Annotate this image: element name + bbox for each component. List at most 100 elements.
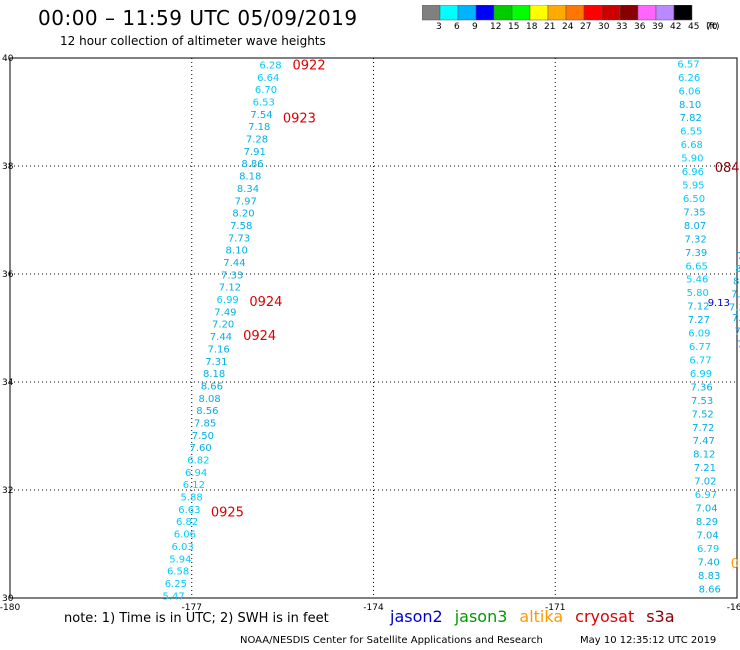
y-tick-label: 38 (2, 162, 14, 172)
wave-height-label: 6.96 (682, 167, 704, 178)
x-tick-label: -180 (0, 603, 20, 612)
wave-height-label: 8.56 (196, 406, 218, 417)
x-tick-label: -171 (545, 603, 565, 612)
legend-entry: cryosat (575, 607, 635, 626)
wave-height-label: 7.36 (690, 382, 712, 393)
wave-height-label: 7.91 (244, 147, 266, 158)
wave-height-label: 8.20 (232, 209, 254, 220)
wave-height-label: 6.58 (167, 567, 189, 578)
plot-frame (9, 57, 738, 599)
wave-height-label: 6.99 (217, 295, 239, 306)
footer-note: note: 1) Time is in UTC; 2) SWH is in fe… (64, 611, 329, 626)
pass-time-label: 0924 (243, 329, 276, 344)
wave-height-label: 6.82 (187, 456, 209, 467)
plot-area: -180-177-174-171-168-1653032343638406.28… (0, 54, 740, 612)
wave-height-label: 6.53 (253, 98, 275, 109)
color-scale-labels: 3 6 9 12 15 18 21 24 27 30 33 36 39 42 45 70 (ft) (422, 22, 740, 34)
wave-height-label: 7.50 (192, 431, 214, 442)
wave-height-label: 7.82 (680, 113, 702, 124)
wave-height-label: 6.26 (678, 73, 700, 84)
wave-height-label: 7.90 (737, 251, 740, 262)
color-scale-label: 6 (454, 22, 460, 32)
wave-height-label: 8.05 (733, 277, 740, 288)
color-scale-label: 36 (634, 22, 646, 32)
wave-height-label: 6.28 (259, 60, 281, 71)
wave-height-label: 7.44 (223, 258, 245, 269)
wave-height-label: 6.82 (176, 517, 198, 528)
color-scale-swatch (673, 5, 693, 21)
wave-height-label: 9.13 (708, 298, 730, 309)
wave-height-label: 7.31 (205, 357, 227, 368)
legend-entry: jason3 (454, 607, 508, 626)
color-scale-label: 21 (544, 22, 556, 32)
wave-height-label: 5.90 (681, 154, 703, 165)
wave-height-label: 6.55 (680, 127, 702, 138)
color-scale-label: 45 (688, 22, 700, 32)
color-scale-label: (ft) (706, 22, 720, 32)
color-scale-label: 3 (436, 22, 442, 32)
wave-height-label: 7.04 (696, 530, 718, 541)
wave-height-label: 6.94 (185, 468, 207, 479)
wave-height-label: 7.32 (684, 234, 706, 245)
color-scale-label: 39 (652, 22, 664, 32)
credit-text: NOAA/NESDIS Center for Satellite Applica… (240, 635, 543, 646)
wave-height-label: 7.21 (694, 463, 716, 474)
wave-height-label: 7.18 (248, 122, 270, 133)
wave-height-label: 6.09 (688, 329, 710, 340)
color-scale-label: 12 (490, 22, 502, 32)
legend-entry: s3a (646, 607, 675, 626)
x-tick-label: -174 (363, 603, 384, 612)
wave-height-label: 6.65 (686, 261, 708, 272)
pass-time-label: 0532 (731, 557, 740, 572)
color-scale-label: 33 (616, 22, 628, 32)
credit-timestamp: May 10 12:35:12 UTC 2019 (580, 635, 717, 646)
wave-height-label: 6.06 (678, 86, 700, 97)
wave-height-label: 6.77 (689, 342, 711, 353)
wave-height-label: 6.50 (683, 194, 705, 205)
color-scale-label: 9 (472, 22, 478, 32)
color-scale-label: 27 (580, 22, 592, 32)
wave-height-label: 7.49 (214, 307, 236, 318)
wave-height-label: 6.25 (165, 579, 187, 590)
wave-height-label: 7.60 (731, 290, 740, 301)
wave-height-label: 6.06 (174, 530, 196, 541)
satellite-legend: jason2 jason3 altika cryosat s3a (390, 607, 687, 626)
wave-height-label: 7.02 (694, 477, 716, 488)
color-scale-label: 42 (670, 22, 682, 32)
wave-height-label: 6.12 (183, 480, 205, 491)
legend-entry: altika (519, 607, 564, 626)
wave-height-label: 8.10 (679, 100, 701, 111)
wave-height-label: 8.12 (693, 450, 715, 461)
wave-height-label: 7.16 (208, 344, 230, 355)
wave-height-label: 8.66 (699, 584, 721, 595)
color-scale-label: 70 (706, 22, 718, 32)
wave-height-label: 7.44 (735, 326, 740, 337)
y-tick-label: 40 (2, 54, 14, 64)
wave-height-label: 7.73 (228, 233, 250, 244)
wave-height-label: 8.86 (241, 159, 263, 170)
wave-height-label: 6.99 (690, 369, 712, 380)
wave-height-label: 7.52 (692, 409, 714, 420)
wave-height-label: 8.18 (239, 172, 261, 183)
wave-height-label: 8.07 (684, 221, 706, 232)
wave-height-label: 8.10 (226, 246, 248, 257)
wave-height-label: 7.12 (219, 283, 241, 294)
wave-height-label: 7.72 (692, 423, 714, 434)
wave-height-label: 7.54 (250, 110, 272, 121)
y-tick-label: 36 (2, 270, 14, 280)
wave-height-label: 7.60 (189, 443, 211, 454)
pass-time-label: 0924 (249, 295, 282, 310)
wave-height-label: 8.34 (237, 184, 259, 195)
wave-height-label: 5.88 (180, 493, 202, 504)
wave-height-label: 7.58 (230, 221, 252, 232)
wave-height-label: 7.33 (221, 270, 243, 281)
y-tick-label: 32 (2, 486, 13, 496)
wave-height-label: 7.35 (683, 207, 705, 218)
wave-height-label: 8.29 (696, 517, 718, 528)
x-tick-label: -168 (727, 603, 740, 612)
color-scale-bar (422, 5, 693, 21)
wave-height-label: 7.47 (693, 436, 715, 447)
wave-height-label: 6.03 (171, 542, 193, 553)
wave-height-label: 6.63 (178, 505, 200, 516)
wave-height-label: 5.80 (687, 288, 709, 299)
